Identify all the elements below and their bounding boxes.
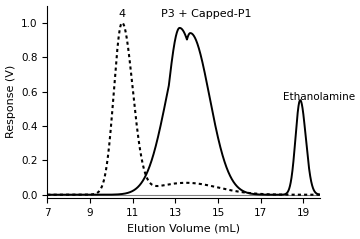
Text: 4: 4: [118, 9, 126, 19]
Y-axis label: Response (V): Response (V): [5, 65, 15, 138]
Text: P3 + Capped-P1: P3 + Capped-P1: [162, 9, 252, 19]
X-axis label: Elution Volume (mL): Elution Volume (mL): [127, 223, 240, 234]
Text: Ethanolamine: Ethanolamine: [283, 92, 355, 102]
